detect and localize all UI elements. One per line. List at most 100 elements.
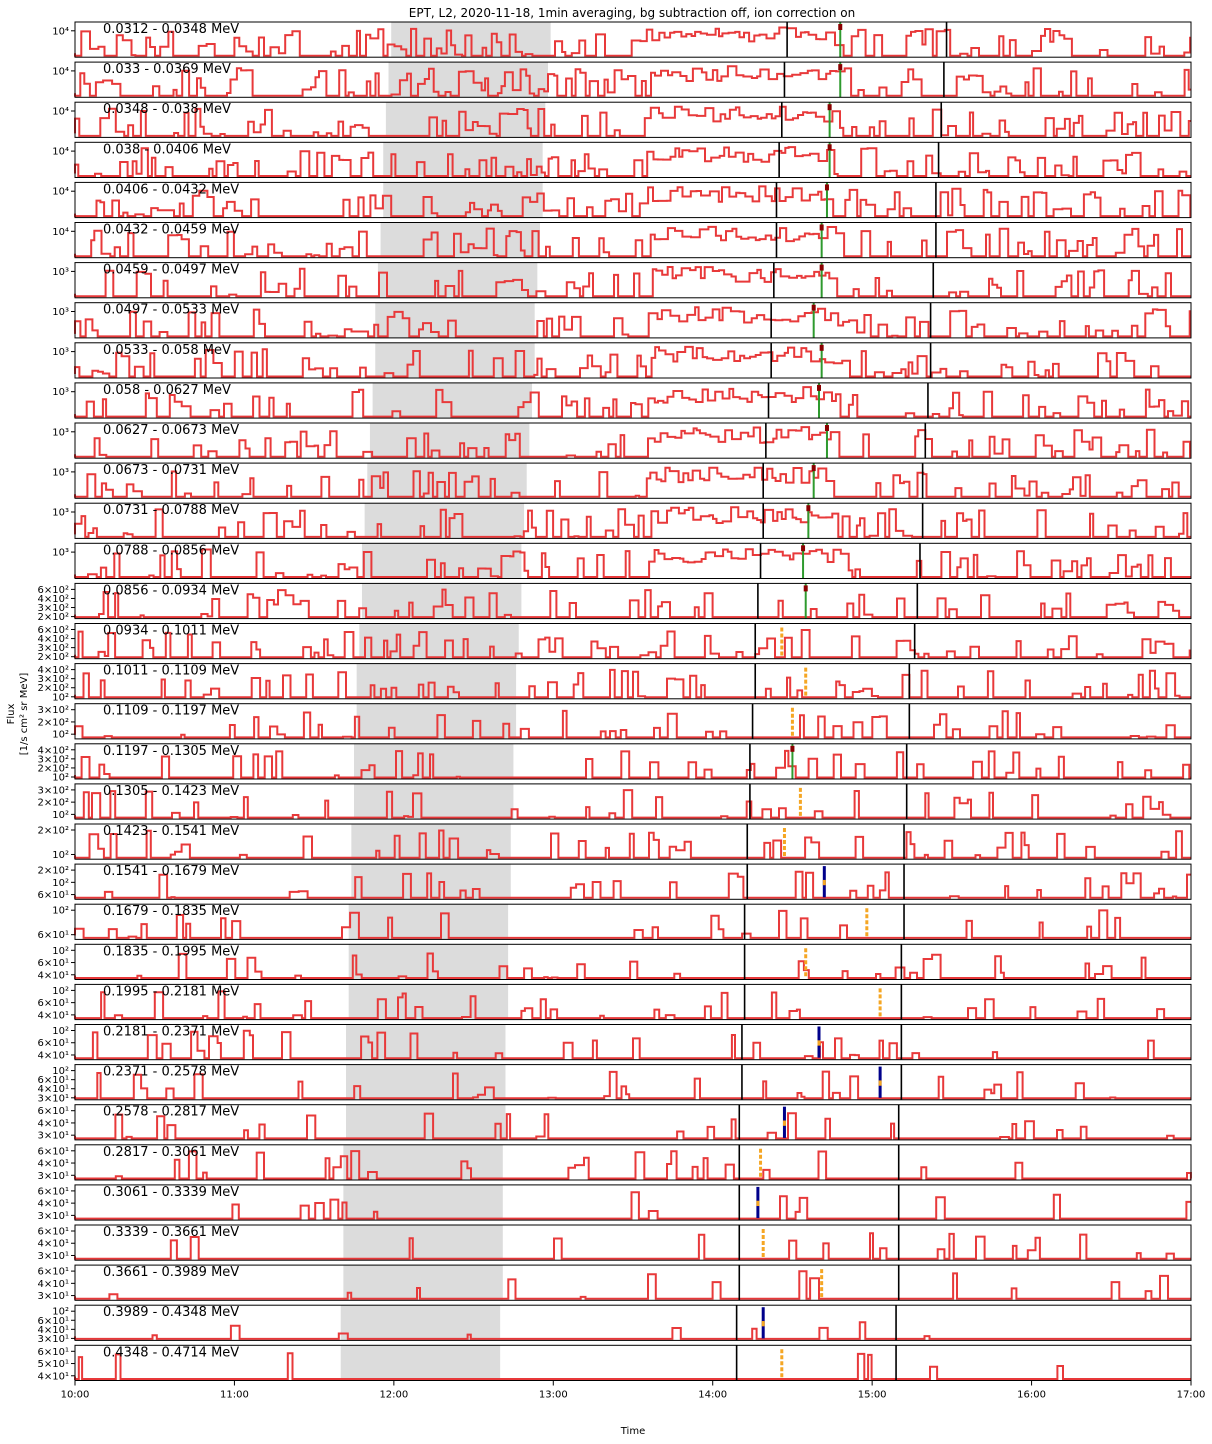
panel-frame bbox=[74, 703, 1192, 740]
x-tick-label: 11:00 bbox=[220, 1390, 249, 1401]
energy-band-label: 0.0731 - 0.0788 MeV bbox=[103, 503, 239, 518]
y-tick-label: 10² bbox=[52, 773, 69, 784]
y-tick-label: 6×10¹ bbox=[38, 958, 69, 969]
y-tick-label: 2×10² bbox=[38, 798, 69, 809]
y-tick-label: 10² bbox=[52, 986, 69, 997]
y-tick-label: 4×10² bbox=[38, 665, 69, 676]
y-tick-label: 6×10¹ bbox=[38, 1186, 69, 1197]
energy-band-label: 0.038 - 0.0406 MeV bbox=[103, 142, 231, 157]
shaded-interval bbox=[383, 182, 543, 218]
y-tick-label: 10² bbox=[52, 850, 69, 861]
flux-trace bbox=[74, 952, 1191, 979]
panel-2: 0.0348 - 0.038 MeV 10⁴ bbox=[52, 101, 1192, 138]
panel-20: 0.1423 - 0.1541 MeV 2×10² 10² bbox=[38, 823, 1192, 861]
energy-band-label: 0.0673 - 0.0731 MeV bbox=[103, 463, 239, 478]
y-tick-label: 4×10¹ bbox=[38, 1325, 69, 1336]
panel-frame bbox=[74, 21, 1192, 58]
energy-band-label: 0.3339 - 0.3661 MeV bbox=[103, 1225, 239, 1240]
panel-frame bbox=[74, 983, 1192, 1021]
panel-frame bbox=[74, 663, 1192, 700]
panel-1: 0.033 - 0.0369 MeV 10⁴ bbox=[52, 61, 1192, 98]
y-tick-label: 3×10² bbox=[38, 705, 69, 716]
energy-band-label: 0.033 - 0.0369 MeV bbox=[103, 62, 231, 77]
x-tick-label: 14:00 bbox=[698, 1390, 727, 1401]
shaded-interval bbox=[356, 663, 517, 699]
panel-6: 0.0459 - 0.0497 MeV 10³ bbox=[52, 262, 1192, 299]
energy-band-label: 0.1541 - 0.1679 MeV bbox=[103, 864, 239, 879]
flux-trace bbox=[74, 789, 1191, 819]
y-tick-label: 3×10² bbox=[38, 603, 69, 614]
energy-band-label: 0.3061 - 0.3339 MeV bbox=[103, 1185, 239, 1200]
y-tick-label: 6×10¹ bbox=[38, 1075, 69, 1086]
y-tick-label: 10² bbox=[52, 1307, 69, 1318]
shaded-interval bbox=[343, 1225, 503, 1261]
flux-trace bbox=[74, 306, 1191, 338]
x-tick-label: 10:00 bbox=[61, 1390, 90, 1401]
flux-trace bbox=[74, 1070, 1191, 1100]
y-tick-label: 10² bbox=[52, 946, 69, 957]
y-tick-label: 10² bbox=[52, 1026, 69, 1037]
panel-frame bbox=[74, 823, 1192, 860]
panel-frame bbox=[74, 1064, 1192, 1101]
flux-trace bbox=[74, 146, 1191, 177]
panel-frame bbox=[74, 1264, 1192, 1301]
x-tick-label: 15:00 bbox=[858, 1390, 887, 1401]
y-tick-label: 6×10² bbox=[38, 585, 69, 596]
flux-trace bbox=[74, 185, 1192, 218]
shaded-interval bbox=[364, 503, 525, 539]
panel-10: 0.0627 - 0.0673 MeV 10³ bbox=[52, 422, 1192, 459]
energy-band-label: 0.1423 - 0.1541 MeV bbox=[103, 824, 239, 839]
peak-marker bbox=[803, 585, 808, 592]
y-tick-label: 10² bbox=[52, 730, 69, 741]
panel-frame bbox=[74, 1304, 1192, 1341]
shaded-interval bbox=[343, 1184, 503, 1221]
y-tick-label: 4×10¹ bbox=[38, 1118, 69, 1129]
y-tick-label: 6×10¹ bbox=[38, 1347, 69, 1358]
energy-band-label: 0.1305 - 0.1423 MeV bbox=[103, 784, 239, 799]
y-tick-label: 4×10² bbox=[38, 594, 69, 605]
y-tick-label: 10⁴ bbox=[52, 187, 69, 198]
panel-frame bbox=[74, 462, 1192, 499]
flux-trace bbox=[74, 506, 1191, 538]
peak-marker bbox=[819, 264, 824, 271]
flux-trace bbox=[74, 426, 1191, 458]
x-axis-title: Time bbox=[620, 1426, 645, 1437]
shaded-interval bbox=[340, 1305, 501, 1341]
shaded-interval bbox=[340, 1345, 501, 1381]
y-tick-label: 10³ bbox=[52, 387, 69, 398]
peak-marker bbox=[811, 304, 816, 311]
y-tick-label: 3×10¹ bbox=[38, 1171, 69, 1182]
y-tick-label: 6×10¹ bbox=[38, 1316, 69, 1327]
flux-trace bbox=[74, 345, 1191, 378]
flux-trace bbox=[74, 65, 1191, 97]
panel-frame bbox=[74, 262, 1192, 299]
panel-7: 0.0497 - 0.0533 MeV 10³ bbox=[52, 302, 1192, 339]
y-tick-label: 10² bbox=[52, 906, 69, 917]
flux-trace bbox=[74, 1150, 1192, 1180]
x-tick-label: 13:00 bbox=[539, 1390, 568, 1401]
flux-trace bbox=[74, 386, 1191, 418]
energy-band-label: 0.0934 - 0.1011 MeV bbox=[103, 624, 239, 639]
flux-trace bbox=[74, 749, 1191, 779]
panel-frame bbox=[74, 342, 1192, 379]
y-tick-label: 3×10¹ bbox=[38, 1093, 69, 1104]
y-tick-label: 4×10¹ bbox=[38, 970, 69, 981]
y-tick-label: 3×10¹ bbox=[38, 1211, 69, 1222]
panel-frame bbox=[74, 1344, 1192, 1382]
energy-band-label: 0.0627 - 0.0673 MeV bbox=[103, 423, 239, 438]
panel-11: 0.0673 - 0.0731 MeV 10³ bbox=[52, 462, 1192, 499]
y-tick-label: 4×10¹ bbox=[38, 1199, 69, 1210]
panel-frame bbox=[74, 863, 1192, 900]
y-tick-label: 10³ bbox=[52, 267, 69, 278]
x-tick-label: 17:00 bbox=[1177, 1390, 1206, 1401]
y-tick-label: 6×10¹ bbox=[38, 1038, 69, 1049]
peak-marker bbox=[827, 144, 832, 151]
panel-13: 0.0788 - 0.0856 MeV 10³ bbox=[52, 542, 1192, 579]
y-tick-label: 3×10² bbox=[38, 674, 69, 685]
